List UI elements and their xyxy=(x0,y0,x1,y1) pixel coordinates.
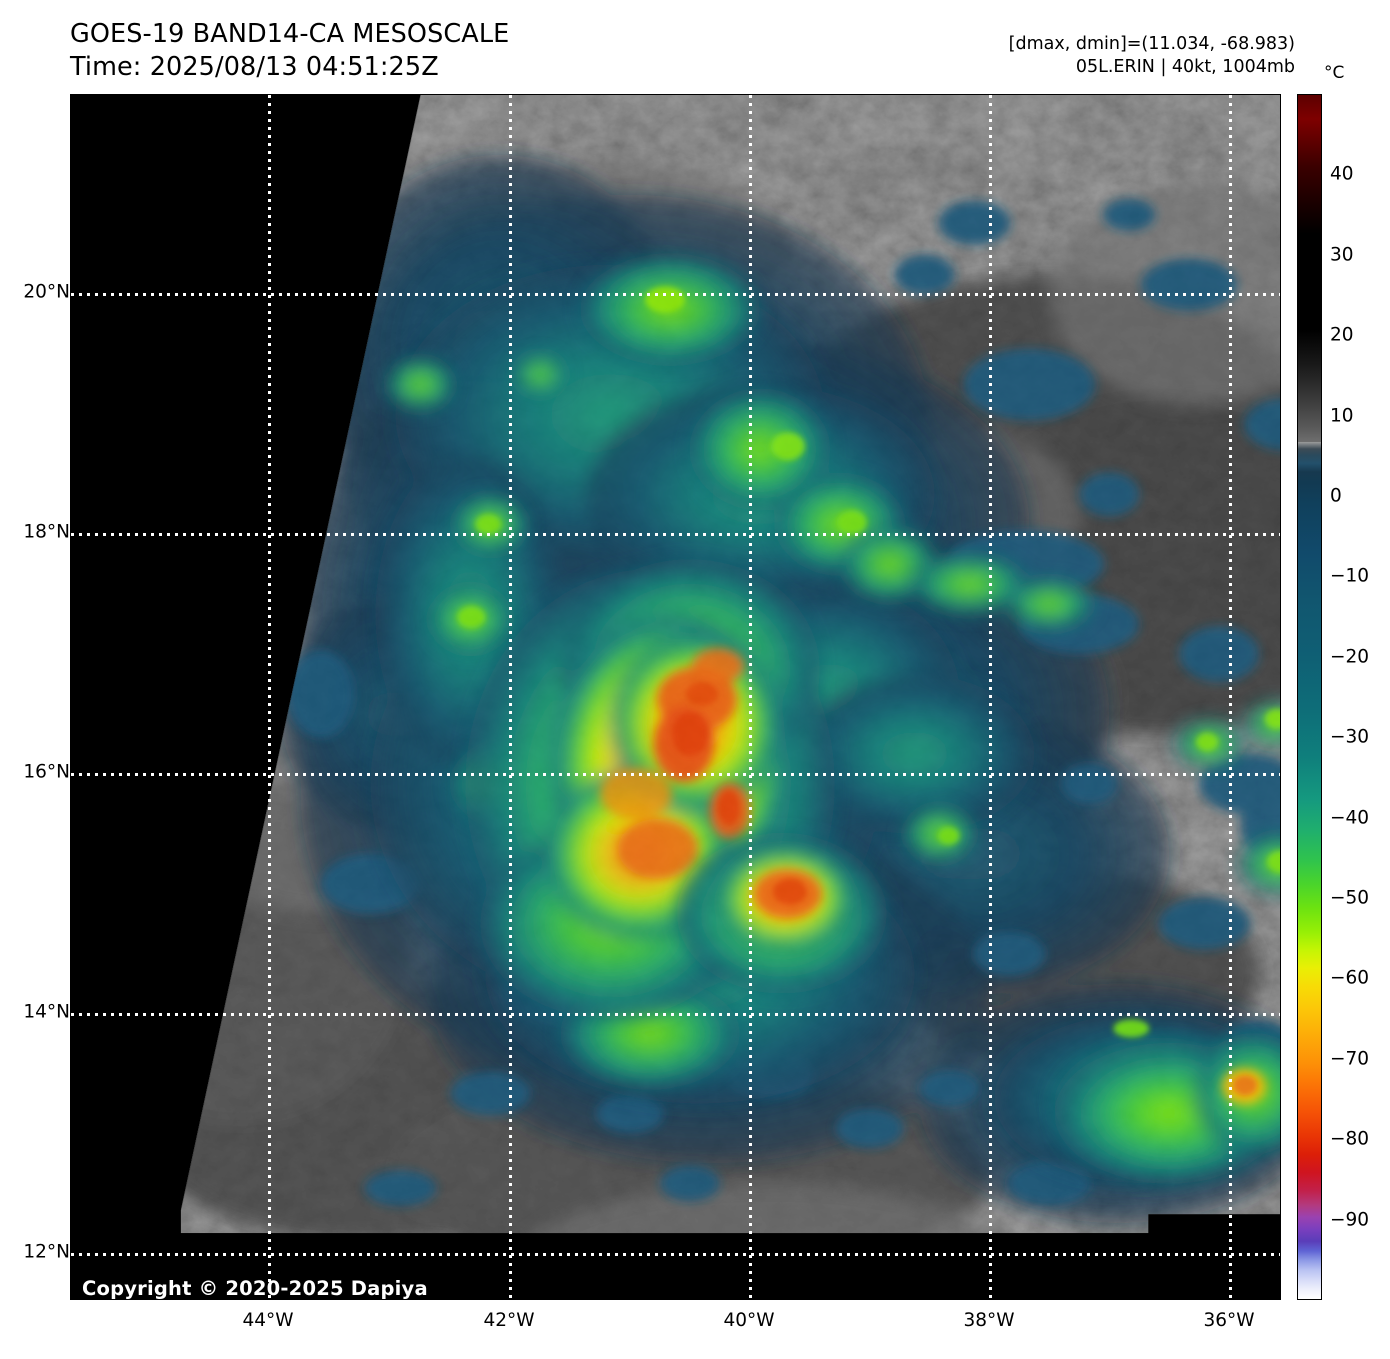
dmax-dmin-label: [dmax, dmin]=(11.034, -68.983) xyxy=(1008,34,1295,54)
ytick-label-20n: 20°N xyxy=(23,281,70,303)
ytick-label-18n: 18°N xyxy=(23,521,70,543)
colorbar-tick-40: 40 xyxy=(1330,163,1354,185)
satellite-image-plot xyxy=(70,94,1281,1300)
xtick-label-40w: 40°W xyxy=(723,1310,775,1331)
colorbar-tick-neg40: −40 xyxy=(1330,807,1370,829)
storm-info-label: 05L.ERIN | 40kt, 1004mb xyxy=(1075,57,1295,78)
xtick-label-38w: 38°W xyxy=(963,1310,1015,1331)
colorbar-tick-neg50: −50 xyxy=(1330,887,1370,909)
xtick-label-44w: 44°W xyxy=(242,1310,294,1331)
header-left: GOES-19 BAND14-CA MESOSCALE Time: 2025/0… xyxy=(70,18,509,84)
colorbar-tick-neg20: −20 xyxy=(1330,646,1370,668)
colorbar-tick-0: 0 xyxy=(1330,485,1342,507)
colorbar-tick-neg90: −90 xyxy=(1330,1209,1370,1231)
colorbar-unit-label: °C xyxy=(1324,63,1345,83)
colorbar-tick-neg70: −70 xyxy=(1330,1048,1370,1070)
header-right: [dmax, dmin]=(11.034, -68.983) 05L.ERIN … xyxy=(1009,33,1295,79)
timestamp-label: Time: 2025/08/13 04:51:25Z xyxy=(70,52,439,83)
colorbar-tick-20: 20 xyxy=(1330,324,1354,346)
xtick-label-42w: 42°W xyxy=(483,1310,535,1331)
xtick-label-36w: 36°W xyxy=(1203,1310,1255,1331)
copyright-label: Copyright © 2020-2025 Dapiya xyxy=(82,1277,428,1300)
ytick-label-14n: 14°N xyxy=(23,1001,70,1023)
colorbar-tick-neg30: −30 xyxy=(1330,726,1370,748)
ytick-label-16n: 16°N xyxy=(23,761,70,783)
colorbar-tick-neg60: −60 xyxy=(1330,967,1370,989)
colorbar-tick-10: 10 xyxy=(1330,405,1354,427)
infrared-brightness-temperature-raster xyxy=(71,95,1280,1299)
ytick-label-12n: 12°N xyxy=(23,1241,70,1263)
colorbar-tick-neg10: −10 xyxy=(1330,565,1370,587)
temperature-colorbar xyxy=(1297,94,1322,1300)
colorbar-tick-30: 30 xyxy=(1330,244,1354,266)
colorbar-tick-neg80: −80 xyxy=(1330,1128,1370,1150)
page-title: GOES-19 BAND14-CA MESOSCALE xyxy=(70,19,510,49)
